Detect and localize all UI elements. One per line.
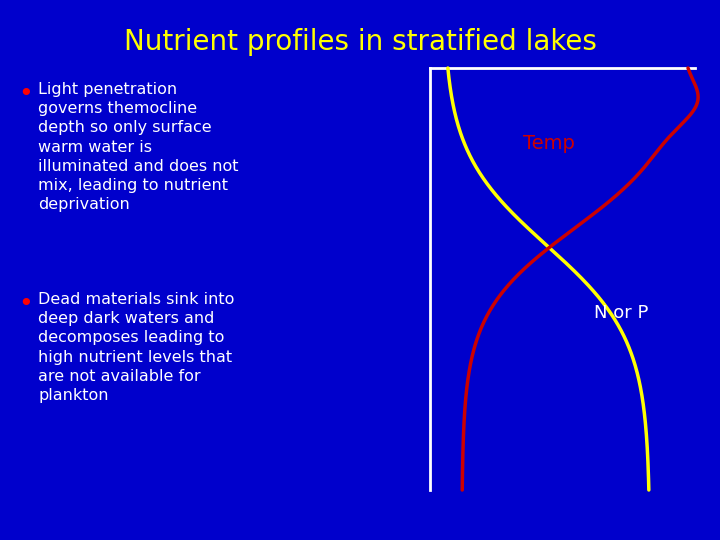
Text: •: •: [18, 82, 32, 106]
Text: N or P: N or P: [593, 304, 648, 322]
Text: Light penetration
governs themocline
depth so only surface
warm water is
illumin: Light penetration governs themocline dep…: [38, 82, 238, 212]
Text: Nutrient profiles in stratified lakes: Nutrient profiles in stratified lakes: [124, 28, 596, 56]
Text: Temp: Temp: [523, 134, 575, 153]
Text: Dead materials sink into
deep dark waters and
decomposes leading to
high nutrien: Dead materials sink into deep dark water…: [38, 292, 235, 403]
Text: •: •: [18, 292, 32, 316]
